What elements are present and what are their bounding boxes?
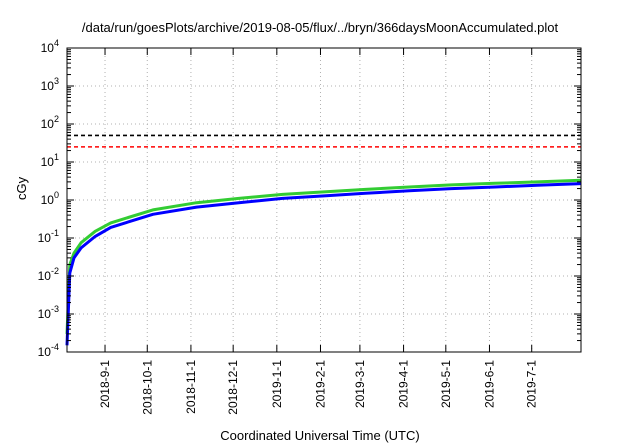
grid	[67, 48, 581, 352]
y-tick-label: 10-4	[38, 342, 59, 359]
y-ticks: 10-4 10-3 10-2 10-1 100 101 102 103 104	[38, 38, 581, 359]
threshold-lines	[67, 134, 581, 148]
x-tick-label: 2019-3-1	[353, 360, 367, 408]
x-tick-label: 2018-11-1	[184, 360, 198, 414]
x-axis-label: Coordinated Universal Time (UTC)	[220, 428, 420, 443]
x-tick-label: 2019-1-1	[270, 360, 284, 408]
x-tick-label: 2018-10-1	[140, 360, 154, 415]
x-ticks: 2018-9-1 2018-10-1 2018-11-1 2018-12-1 2019-…	[98, 48, 539, 415]
x-tick-label: 2019-6-1	[482, 360, 496, 408]
x-tick-label: 2018-12-1	[226, 360, 240, 415]
x-tick-label: 2019-5-1	[439, 360, 453, 408]
y-tick-label: 102	[41, 114, 59, 131]
y-tick-label: 101	[41, 152, 59, 169]
y-tick-label: 103	[41, 76, 59, 93]
x-tick-label: 2019-7-1	[525, 360, 539, 408]
chart-title: /data/run/goesPlots/archive/2019-08-05/f…	[81, 20, 559, 35]
series-group	[65, 178, 582, 346]
y-tick-label: 10-1	[38, 228, 59, 245]
y-tick-label: 104	[41, 38, 59, 55]
y-tick-label: 10-3	[38, 304, 59, 321]
y-tick-label: 100	[41, 190, 59, 207]
x-tick-label: 2019-4-1	[397, 360, 411, 408]
series-line	[65, 182, 582, 346]
y-tick-label: 10-2	[38, 266, 59, 283]
x-tick-label: 2019-2-1	[313, 360, 327, 408]
series-line	[65, 178, 582, 334]
x-tick-label: 2018-9-1	[98, 360, 112, 408]
